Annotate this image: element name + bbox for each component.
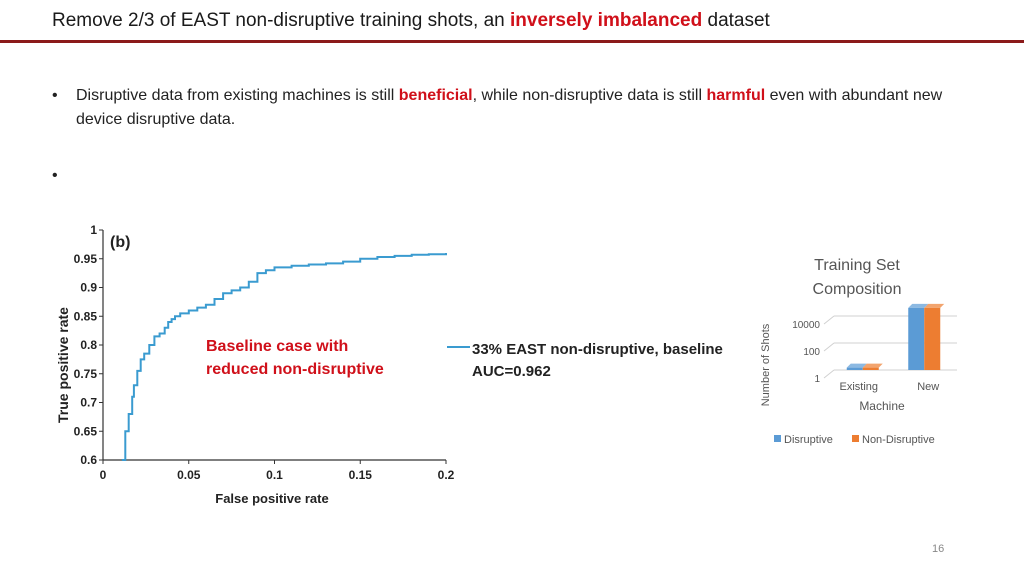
roc-curve: [121, 253, 447, 461]
y-tick-label: 0.6: [80, 453, 97, 467]
legend-label: Disruptive: [784, 434, 833, 446]
bar-y-tick-label: 10000: [792, 320, 820, 331]
bar-top: [846, 363, 867, 368]
bar-top: [924, 303, 945, 308]
title-text-pre: Remove 2/3 of EAST non-disruptive traini…: [52, 10, 511, 31]
y-tick-labels: 0.6 0.65 0.7 0.75 0.8 0.85 0.9 0.95 1: [74, 223, 103, 467]
training-set-chart: Training Set Composition 1 100 10000 Exist…: [752, 250, 972, 450]
bar-legend: Disruptive Non-Disruptive: [774, 434, 935, 446]
bar-x-axis-title: Machine: [859, 399, 905, 413]
bullet-item-empty: •: [52, 164, 952, 188]
bar-category-label: Existing: [839, 381, 878, 393]
bar: [846, 367, 863, 370]
x-tick-label: 0.05: [177, 468, 201, 482]
bar-category-labels: Existing New: [839, 381, 939, 393]
bars: [846, 303, 945, 370]
gridline-depth: [823, 315, 835, 325]
y-tick-label: 0.65: [74, 424, 98, 438]
x-tick-label: 0: [100, 468, 107, 482]
bullet-text-part: Disruptive data from existing machines i…: [76, 87, 399, 104]
y-tick-label: 0.7: [80, 396, 97, 410]
roc-chart-svg: 0.6 0.65 0.7 0.75 0.8 0.85 0.9 0.95 1 0 0.05 0.1 0.…: [55, 223, 723, 506]
panel-label: (b): [110, 234, 130, 251]
chart-title-line: Training Set: [814, 257, 900, 274]
title-text-post: dataset: [702, 10, 770, 31]
bullet-list: • Disruptive data from existing machines…: [52, 84, 952, 188]
y-tick-label: 0.75: [74, 367, 98, 381]
bar-top: [862, 363, 883, 368]
legend-swatch: [774, 435, 781, 442]
y-tick-label: 0.9: [80, 281, 97, 295]
x-axis-title: False positive rate: [215, 491, 328, 506]
bar: [908, 307, 925, 370]
bullet-highlight-harmful: harmful: [706, 87, 766, 104]
bullet-marker: •: [52, 87, 58, 104]
bar-y-tick-label: 100: [803, 347, 820, 358]
bar-y-axis-title: Number of Shots: [760, 323, 772, 406]
legend-label: Non-Disruptive: [862, 434, 935, 446]
y-tick-label: 1: [90, 223, 97, 237]
y-axis-title: True positive rate: [55, 307, 71, 423]
bar-top: [908, 303, 929, 308]
annotation-line: reduced non-disruptive: [206, 361, 384, 378]
annotation-line: Baseline case with: [206, 338, 348, 355]
bar-category-label: New: [917, 381, 939, 393]
x-tick-label: 0.15: [349, 468, 373, 482]
roc-chart: 0.6 0.65 0.7 0.75 0.8 0.85 0.9 0.95 1 0 0.05 0.1 0.…: [0, 210, 760, 520]
bullet-text-part: , while non-disruptive data is still: [472, 87, 707, 104]
x-tick-label: 0.1: [266, 468, 283, 482]
x-tick-label: 0.2: [438, 468, 455, 482]
y-tick-label: 0.8: [80, 338, 97, 352]
gridline-depth: [823, 369, 835, 379]
y-tick-label: 0.85: [74, 309, 98, 323]
training-set-chart-svg: Training Set Composition 1 100 10000 Exist…: [760, 257, 957, 446]
bullet-text-part: even with abundant new device disruptive…: [76, 87, 943, 128]
y-tick-label: 0.95: [74, 252, 98, 266]
legend-label: 33% EAST non-disruptive, baseline: [472, 341, 723, 358]
slide-title: Remove 2/3 of EAST non-disruptive traini…: [52, 10, 770, 32]
bullet-highlight-beneficial: beneficial: [398, 87, 473, 104]
gridline-depth: [823, 342, 835, 352]
bar-y-tick-label: 1: [814, 374, 820, 385]
title-divider: [0, 40, 1024, 43]
bullet-marker: •: [52, 167, 58, 184]
bar: [924, 307, 941, 370]
title-highlight: inversely imbalanced: [510, 10, 703, 31]
bar: [862, 367, 879, 370]
legend-auc: AUC=0.962: [472, 363, 551, 380]
bullet-item: • Disruptive data from existing machines…: [52, 84, 952, 132]
page-number: 16: [932, 543, 945, 555]
chart-title-line: Composition: [813, 281, 902, 298]
legend-swatch: [852, 435, 859, 442]
bar-y-tick-labels: 1 100 10000: [792, 320, 820, 385]
x-tick-labels: 0 0.05 0.1 0.15 0.2: [100, 460, 455, 482]
